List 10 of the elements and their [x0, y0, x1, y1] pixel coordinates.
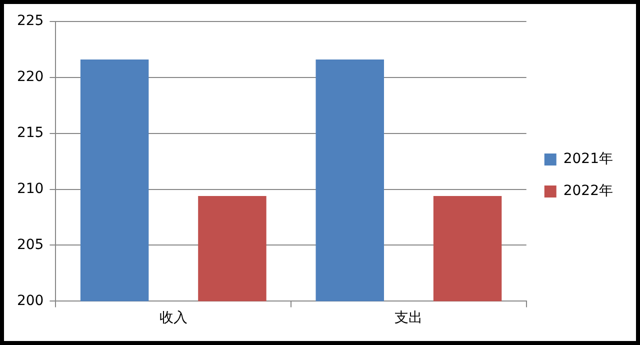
- y-tick-label: 215: [16, 124, 44, 141]
- x-tick-label: 收入: [159, 310, 188, 326]
- y-tick-label: 210: [16, 180, 44, 197]
- y-tick-label: 205: [16, 236, 44, 253]
- y-tick-label: 200: [16, 292, 44, 309]
- legend-label: 2021年: [563, 151, 614, 168]
- y-tick-label: 225: [16, 13, 44, 30]
- legend-label: 2022年: [563, 183, 614, 200]
- y-tick-label: 220: [16, 69, 44, 85]
- x-tick-label: 支出: [394, 310, 423, 326]
